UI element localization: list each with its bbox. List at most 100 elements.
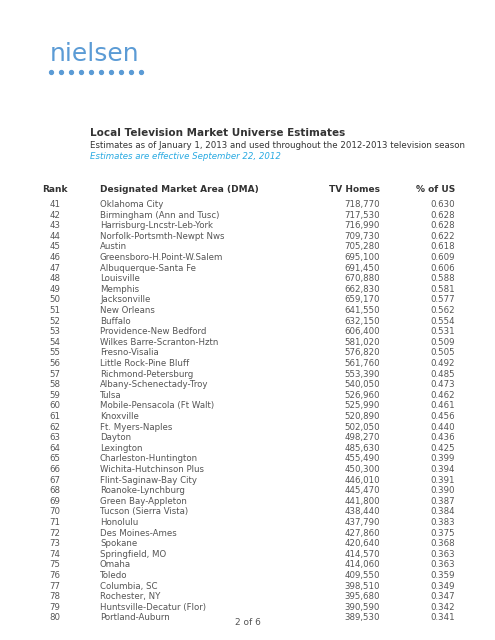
Text: Toledo: Toledo — [100, 571, 128, 580]
Text: 48: 48 — [50, 274, 60, 283]
Text: 2 of 6: 2 of 6 — [235, 618, 260, 627]
Text: 0.363: 0.363 — [430, 550, 455, 559]
Text: 58: 58 — [50, 380, 60, 389]
Text: 45: 45 — [50, 243, 60, 252]
Text: 695,100: 695,100 — [345, 253, 380, 262]
Text: Springfield, MO: Springfield, MO — [100, 550, 166, 559]
Text: Estimates are effective September 22, 2012: Estimates are effective September 22, 20… — [90, 152, 281, 161]
Text: 662,830: 662,830 — [345, 285, 380, 294]
Text: 390,590: 390,590 — [345, 603, 380, 612]
Text: 0.347: 0.347 — [430, 592, 455, 601]
Text: 498,270: 498,270 — [345, 433, 380, 442]
Text: Fresno-Visalia: Fresno-Visalia — [100, 348, 159, 357]
Text: 0.581: 0.581 — [430, 285, 455, 294]
Text: 75: 75 — [50, 561, 60, 570]
Text: 0.509: 0.509 — [431, 338, 455, 347]
Text: Memphis: Memphis — [100, 285, 139, 294]
Text: 553,390: 553,390 — [345, 370, 380, 379]
Text: 53: 53 — [50, 327, 60, 336]
Text: 0.554: 0.554 — [430, 317, 455, 326]
Text: 59: 59 — [50, 391, 60, 400]
Text: 0.391: 0.391 — [431, 476, 455, 484]
Text: 0.394: 0.394 — [431, 465, 455, 474]
Text: 55: 55 — [50, 348, 60, 357]
Text: Local Television Market Universe Estimates: Local Television Market Universe Estimat… — [90, 128, 345, 138]
Text: 0.562: 0.562 — [430, 306, 455, 315]
Text: 389,530: 389,530 — [345, 613, 380, 622]
Text: Omaha: Omaha — [100, 561, 131, 570]
Text: Spokane: Spokane — [100, 539, 137, 548]
Text: Little Rock-Pine Bluff: Little Rock-Pine Bluff — [100, 359, 189, 368]
Text: Portland-Auburn: Portland-Auburn — [100, 613, 170, 622]
Text: 659,170: 659,170 — [345, 296, 380, 305]
Text: Lexington: Lexington — [100, 444, 143, 452]
Text: 50: 50 — [50, 296, 60, 305]
Text: 409,550: 409,550 — [345, 571, 380, 580]
Text: 0.440: 0.440 — [430, 422, 455, 431]
Text: Dayton: Dayton — [100, 433, 131, 442]
Text: 80: 80 — [50, 613, 60, 622]
Text: 0.630: 0.630 — [430, 200, 455, 209]
Text: Knoxville: Knoxville — [100, 412, 139, 421]
Text: 69: 69 — [50, 497, 60, 506]
Text: Jacksonville: Jacksonville — [100, 296, 150, 305]
Text: Harrisburg-Lncstr-Leb-York: Harrisburg-Lncstr-Leb-York — [100, 221, 213, 230]
Text: 52: 52 — [50, 317, 60, 326]
Text: 74: 74 — [50, 550, 60, 559]
Text: Oklahoma City: Oklahoma City — [100, 200, 163, 209]
Text: 0.492: 0.492 — [431, 359, 455, 368]
Text: 420,640: 420,640 — [345, 539, 380, 548]
Text: 427,860: 427,860 — [345, 529, 380, 538]
Text: 0.505: 0.505 — [430, 348, 455, 357]
Text: 0.456: 0.456 — [430, 412, 455, 421]
Text: New Orleans: New Orleans — [100, 306, 155, 315]
Text: 73: 73 — [50, 539, 60, 548]
Text: Mobile-Pensacola (Ft Walt): Mobile-Pensacola (Ft Walt) — [100, 401, 214, 410]
Text: 0.622: 0.622 — [430, 232, 455, 241]
Text: 441,800: 441,800 — [345, 497, 380, 506]
Text: 0.473: 0.473 — [430, 380, 455, 389]
Text: 0.588: 0.588 — [430, 274, 455, 283]
Text: Providence-New Bedford: Providence-New Bedford — [100, 327, 206, 336]
Text: 43: 43 — [50, 221, 60, 230]
Text: 0.363: 0.363 — [430, 561, 455, 570]
Text: 455,490: 455,490 — [345, 454, 380, 463]
Text: 0.384: 0.384 — [430, 508, 455, 516]
Text: Wilkes Barre-Scranton-Hztn: Wilkes Barre-Scranton-Hztn — [100, 338, 218, 347]
Text: 0.485: 0.485 — [430, 370, 455, 379]
Text: Green Bay-Appleton: Green Bay-Appleton — [100, 497, 187, 506]
Text: 0.390: 0.390 — [431, 486, 455, 495]
Text: 0.387: 0.387 — [430, 497, 455, 506]
Text: 47: 47 — [50, 264, 60, 273]
Text: Columbia, SC: Columbia, SC — [100, 582, 157, 591]
Text: Estimates as of January 1, 2013 and used throughout the 2012-2013 television sea: Estimates as of January 1, 2013 and used… — [90, 141, 465, 150]
Text: Greensboro-H.Point-W.Salem: Greensboro-H.Point-W.Salem — [100, 253, 223, 262]
Text: 446,010: 446,010 — [345, 476, 380, 484]
Text: 67: 67 — [50, 476, 60, 484]
Text: 63: 63 — [50, 433, 60, 442]
Text: 561,760: 561,760 — [345, 359, 380, 368]
Text: % of US: % of US — [416, 185, 455, 194]
Text: 438,440: 438,440 — [345, 508, 380, 516]
Text: 0.577: 0.577 — [430, 296, 455, 305]
Text: 581,020: 581,020 — [345, 338, 380, 347]
Text: 670,880: 670,880 — [345, 274, 380, 283]
Text: Albuquerque-Santa Fe: Albuquerque-Santa Fe — [100, 264, 196, 273]
Text: 62: 62 — [50, 422, 60, 431]
Text: 0.359: 0.359 — [431, 571, 455, 580]
Text: 76: 76 — [50, 571, 60, 580]
Text: 0.341: 0.341 — [430, 613, 455, 622]
Text: Rank: Rank — [42, 185, 68, 194]
Text: 57: 57 — [50, 370, 60, 379]
Text: 54: 54 — [50, 338, 60, 347]
Text: 0.606: 0.606 — [430, 264, 455, 273]
Text: Flint-Saginaw-Bay City: Flint-Saginaw-Bay City — [100, 476, 197, 484]
Text: Austin: Austin — [100, 243, 127, 252]
Text: Charleston-Huntington: Charleston-Huntington — [100, 454, 198, 463]
Text: 64: 64 — [50, 444, 60, 452]
Text: 520,890: 520,890 — [345, 412, 380, 421]
Text: 65: 65 — [50, 454, 60, 463]
Text: 691,450: 691,450 — [345, 264, 380, 273]
Text: Ft. Myers-Naples: Ft. Myers-Naples — [100, 422, 172, 431]
Text: 71: 71 — [50, 518, 60, 527]
